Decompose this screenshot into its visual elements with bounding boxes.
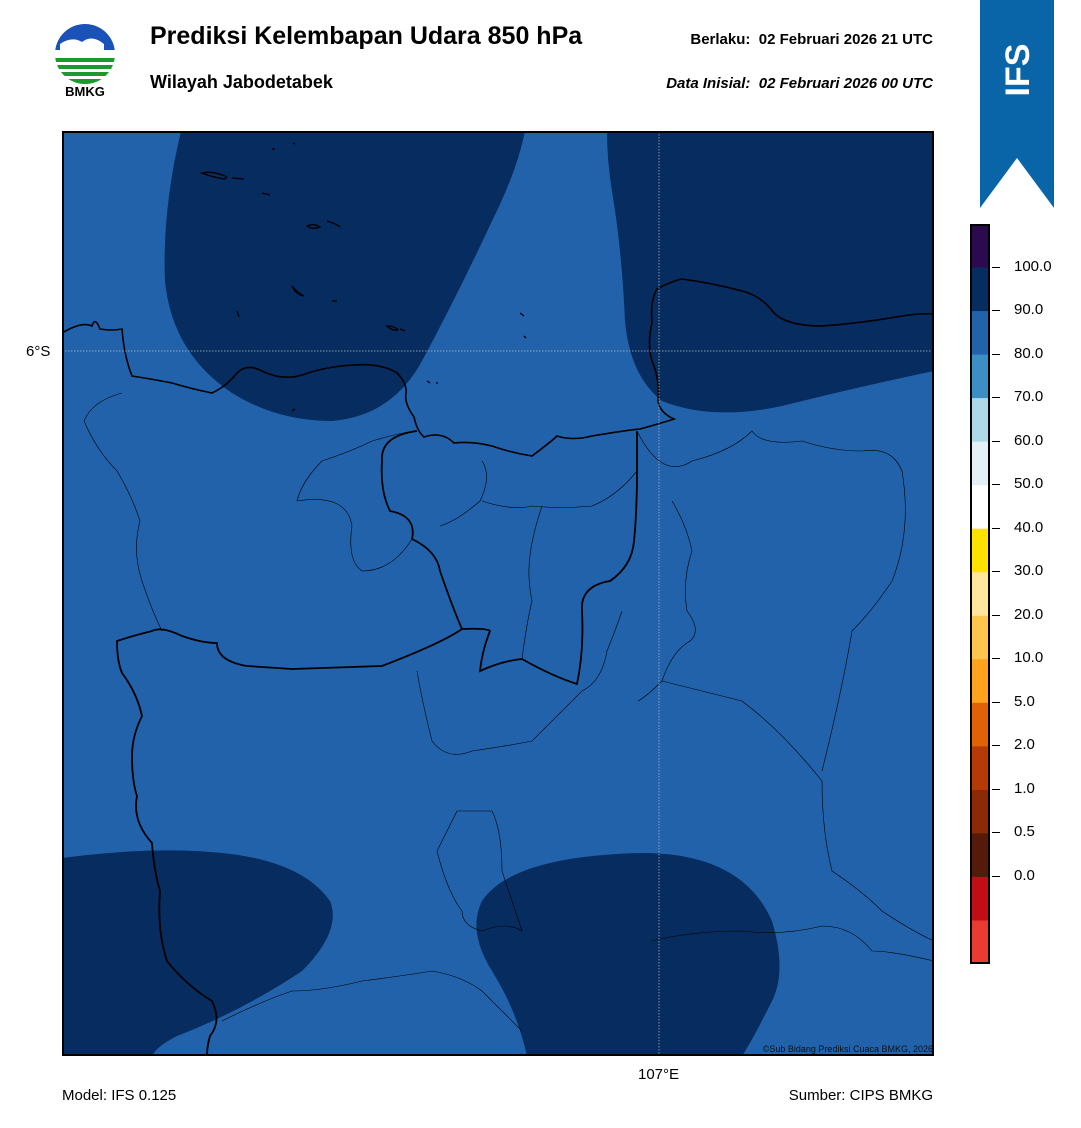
colorbar-segment (970, 267, 990, 312)
colorbar-segment (970, 833, 990, 878)
ifs-badge (980, 0, 1054, 208)
province-border (380, 430, 638, 686)
colorbar-tick-label: 60.0 (991, 431, 1044, 449)
colorbar-tick-label: 50.0 (991, 475, 1044, 493)
map-title: Prediksi Kelembapan Udara 850 hPa (150, 22, 583, 50)
colorbar-tick-label: 0.5 (992, 823, 1035, 841)
islands (199, 142, 527, 412)
humidity-90-100-region-northeast (607, 131, 934, 413)
bmkg-logo-icon (55, 24, 115, 84)
coastline (62, 278, 934, 457)
colorbar-segment (970, 224, 990, 269)
colorbar-tick-label: 90.0 (991, 301, 1044, 319)
colorbar-segment (970, 441, 990, 486)
init-value: 02 Februari 2026 00 UTC (758, 75, 933, 92)
logo-text: BMKG (65, 84, 105, 99)
colorbar-segment (970, 746, 990, 791)
colorbar-tick-label: 1.0 (992, 779, 1035, 797)
init-time: Data Inisial: 02 Februari 2026 00 UTC (666, 75, 933, 92)
humidity-90-100-region-southwest (62, 850, 333, 1056)
humidity-90-100-region-north (164, 131, 525, 421)
colorbar-tick-label: 10.0 (991, 649, 1044, 667)
valid-value: 02 Februari 2026 21 UTC (758, 31, 933, 48)
colorbar-tick-label: 80.0 (991, 344, 1044, 362)
lon-label: 107°E (638, 1066, 680, 1083)
colorbar-tick-label: 40.0 (991, 518, 1044, 536)
source-label: Sumber: CIPS BMKG (788, 1087, 933, 1104)
colorbar-segment (970, 398, 990, 443)
colorbar-segment (970, 528, 990, 573)
copyright: ©Sub Bidang Prediksi Cuaca BMKG, 2026 (762, 1044, 933, 1054)
valid-label: Berlaku: (690, 31, 751, 48)
humidity-90-100-region-south (476, 853, 780, 1056)
colorbar-segment (970, 354, 990, 399)
colorbar-tick-label: 100.0 (992, 257, 1052, 275)
regency-borders (83, 392, 934, 1032)
map-frame (62, 131, 934, 1056)
colorbar-tick-label: 20.0 (991, 605, 1044, 623)
colorbar-tick-label: 5.0 (992, 692, 1035, 710)
lat-label: 6°S (26, 343, 51, 360)
colorbar-segment (970, 702, 990, 747)
colorbar-tick-label: 30.0 (991, 562, 1044, 580)
colorbar-segment (970, 311, 990, 356)
colorbar (970, 224, 990, 964)
svg-text:IFS: IFS (999, 44, 1037, 97)
colorbar-segment (970, 659, 990, 704)
colorbar-segment (970, 485, 990, 530)
colorbar-tick-label: 70.0 (991, 388, 1044, 406)
colorbar-segment (970, 789, 990, 834)
ifs-badge-text: IFS (999, 44, 1037, 97)
province-border (116, 628, 463, 1056)
colorbar-segment (970, 572, 990, 617)
colorbar-tick-label: 0.0 (992, 866, 1035, 884)
init-label: Data Inisial: (666, 75, 751, 92)
colorbar-tick-label: 2.0 (992, 736, 1035, 754)
colorbar-segment (970, 876, 990, 921)
model-label: Model: IFS 0.125 (62, 1087, 177, 1104)
humidity-map (62, 131, 934, 1056)
map-subtitle: Wilayah Jabodetabek (150, 72, 333, 92)
colorbar-segment (970, 920, 990, 964)
colorbar-segment (970, 615, 990, 660)
valid-time: Berlaku: 02 Februari 2026 21 UTC (690, 31, 933, 48)
